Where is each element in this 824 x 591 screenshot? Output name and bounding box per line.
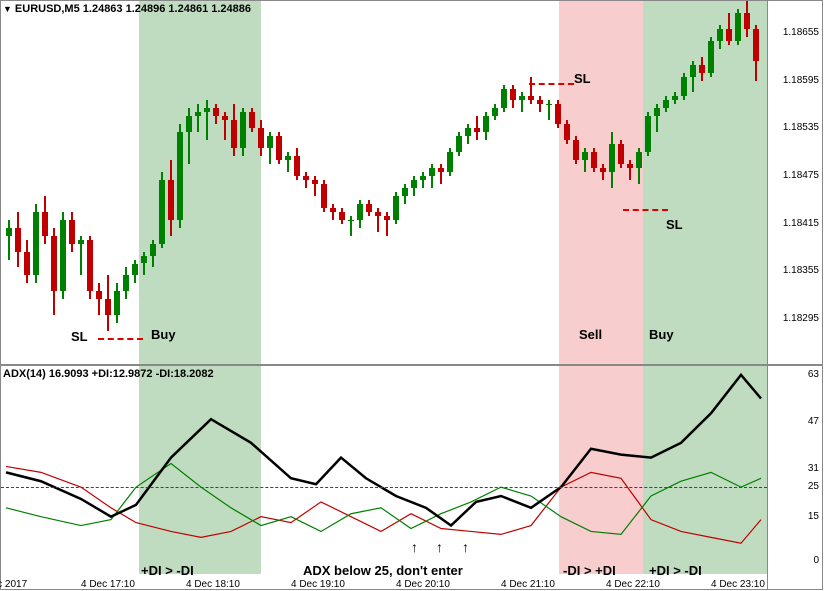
adx-plot-area[interactable]: +DI > -DI ADX below 25, don't enter -DI > … (1, 366, 767, 589)
x-tick-label: 4 Dec 20:10 (396, 579, 450, 590)
x-tick-label: 4 Dec 18:10 (186, 579, 240, 590)
annotation-buy: Buy (151, 327, 176, 342)
indicator-annotation: +DI > -DI (649, 563, 702, 578)
sl-marker (529, 83, 574, 85)
indicator-annotation: +DI > -DI (141, 563, 194, 578)
annotation-sl: SL (71, 329, 88, 344)
indicator-annotation: ADX below 25, don't enter (303, 563, 463, 578)
x-tick-label: 4 Dec 19:10 (291, 579, 345, 590)
arrow-up-icon: ↑ (436, 539, 443, 555)
x-tick-label: 4 Dec 22:10 (606, 579, 660, 590)
sl-marker (623, 209, 668, 211)
symbol-label: EURUSD,M5 (15, 3, 80, 15)
x-tick-label: 4 Dec 17:10 (81, 579, 135, 590)
price-plot-area[interactable]: SL Buy SL Sell SL Buy (1, 1, 767, 364)
chart-title: ▼ EURUSD,M5 1.24863 1.24896 1.24861 1.24… (3, 3, 251, 15)
adx-lines (1, 366, 769, 561)
price-y-axis: 1.18295 1.18355 1.18415 1.18475 1.18535 1.185… (767, 1, 822, 364)
y-tick-label: 1.18595 (783, 75, 819, 86)
indicator-title: ADX(14) 16.9093 +DI:12.9872 -DI:18.2082 (3, 368, 214, 380)
red-zone (559, 1, 643, 364)
arrow-up-icon: ↑ (462, 539, 469, 555)
arrow-up-icon: ↑ (411, 539, 418, 555)
annotation-sl: SL (666, 217, 683, 232)
adx-title-text: ADX(14) 16.9093 +DI:12.9872 -DI:18.2082 (3, 368, 214, 380)
y-tick-label: 1.18475 (783, 170, 819, 181)
x-tick-label: 4 Dec 2017 (0, 579, 27, 590)
y-tick-label: 1.18655 (783, 27, 819, 38)
y-tick-label: 15 (808, 511, 819, 522)
y-tick-label: 25 (808, 481, 819, 492)
y-tick-label: 47 (808, 416, 819, 427)
y-tick-label: 1.18295 (783, 313, 819, 324)
adx-y-axis: 0 15 25 31 47 63 (767, 366, 822, 589)
y-tick-label: 1.18415 (783, 218, 819, 229)
indicator-chart[interactable]: ADX(14) 16.9093 +DI:12.9872 -DI:18.2082 … (0, 365, 823, 590)
indicator-annotation: -DI > +DI (563, 563, 616, 578)
y-tick-label: 63 (808, 369, 819, 380)
annotation-sl: SL (574, 71, 591, 86)
adx-threshold-line (1, 487, 767, 488)
y-tick-label: 1.18355 (783, 265, 819, 276)
green-zone (643, 1, 769, 364)
price-chart[interactable]: ▼ EURUSD,M5 1.24863 1.24896 1.24861 1.24… (0, 0, 823, 365)
annotation-buy: Buy (649, 327, 674, 342)
annotation-sell: Sell (579, 327, 602, 342)
sl-marker (98, 338, 143, 340)
ohlc-values: 1.24863 1.24896 1.24861 1.24886 (83, 3, 251, 15)
x-tick-label: 4 Dec 21:10 (501, 579, 555, 590)
y-tick-label: 31 (808, 463, 819, 474)
y-tick-label: 0 (813, 555, 819, 566)
x-tick-label: 4 Dec 23:10 (711, 579, 765, 590)
chevron-down-icon: ▼ (3, 4, 12, 14)
green-zone (139, 1, 261, 364)
y-tick-label: 1.18535 (783, 122, 819, 133)
